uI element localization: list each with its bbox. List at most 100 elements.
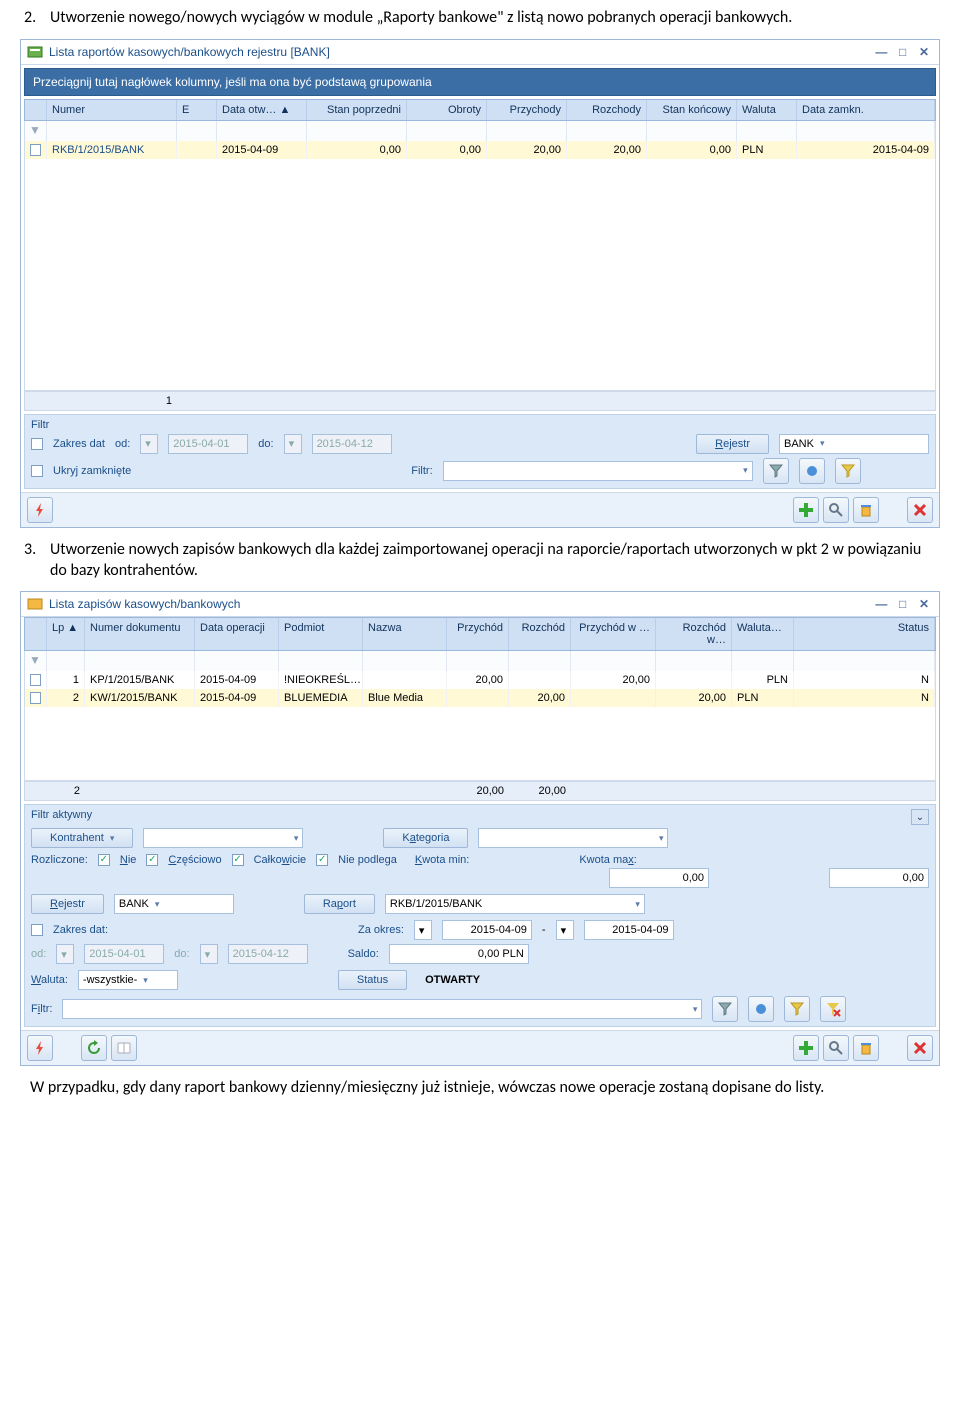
funnel-apply-icon[interactable]	[712, 996, 738, 1022]
app-icon	[27, 44, 43, 60]
trash-button[interactable]	[853, 497, 879, 523]
kontrahent-button[interactable]: Kontrahent▾	[31, 828, 133, 848]
okres-to[interactable]: 2015-04-09	[584, 920, 674, 940]
titlebar: Lista zapisów kasowych/bankowych — □ ✕	[21, 592, 939, 617]
app-icon	[27, 596, 43, 612]
col-obroty[interactable]: Obroty	[407, 100, 487, 120]
funnel-edit-icon[interactable]	[799, 458, 825, 484]
table-row[interactable]: 2 KW/1/2015/BANK 2015-04-09 BLUEMEDIA Bl…	[25, 689, 935, 707]
row-checkbox[interactable]	[30, 692, 41, 704]
search-button[interactable]	[823, 497, 849, 523]
funnel-clear-icon[interactable]	[835, 458, 861, 484]
date-to-input[interactable]: 2015-04-12	[312, 434, 392, 454]
rejestr-button[interactable]: Rejestr	[31, 894, 104, 914]
summary-row: 2 20,00 20,00	[24, 781, 936, 801]
collapse-icon[interactable]: ⌄	[911, 809, 929, 825]
rejestr-select[interactable]: BANK▾	[114, 894, 234, 914]
doc-footer: W przypadku, gdy dany raport bankowy dzi…	[30, 1078, 930, 1099]
row-checkbox[interactable]	[30, 144, 41, 156]
grid-header: Numer E Data otw… ▲ Stan poprzedni Obrot…	[24, 99, 936, 121]
funnel-clear-icon[interactable]	[784, 996, 810, 1022]
window-title: Lista zapisów kasowych/bankowych	[49, 597, 872, 611]
titlebar: Lista raportów kasowych/bankowych rejest…	[21, 40, 939, 65]
maximize-button[interactable]: □	[894, 45, 912, 59]
calkowicie-checkbox[interactable]	[232, 854, 244, 866]
filter-title: Filtr aktywny	[31, 809, 92, 825]
ukryj-label: Ukryj zamknięte	[53, 465, 131, 477]
close-x-button[interactable]	[907, 497, 933, 523]
ukryj-checkbox[interactable]	[31, 465, 43, 477]
group-by-hint[interactable]: Przeciągnij tutaj nagłówek kolumny, jeśl…	[24, 68, 936, 96]
zakres-dat-checkbox[interactable]	[31, 438, 43, 450]
filter-title: Filtr	[31, 419, 929, 434]
table-row[interactable]: RKB/1/2015/BANK 2015-04-09 0,00 0,00 20,…	[25, 141, 935, 159]
table-row[interactable]: 1 KP/1/2015/BANK 2015-04-09 !NIEOKREŚL… …	[25, 671, 935, 689]
kontrahent-input[interactable]: ▾	[143, 828, 303, 848]
status-value: OTWARTY	[417, 974, 480, 986]
grid-header: Lp ▲ Numer dokumentu Data operacji Podmi…	[24, 617, 936, 651]
funnel-apply-icon[interactable]	[763, 458, 789, 484]
funnel-icon[interactable]: ▼	[25, 121, 47, 141]
close-x-button[interactable]	[907, 1035, 933, 1061]
col-stan-konc[interactable]: Stan końcowy	[647, 100, 737, 120]
kwota-min-input[interactable]: 0,00	[609, 868, 709, 888]
date-from-picker[interactable]: ▾	[140, 434, 158, 454]
doc-item-3: 3.Utworzenie nowych zapisów bankowych dl…	[50, 540, 930, 582]
window-title: Lista raportów kasowych/bankowych rejest…	[49, 45, 872, 59]
doc-item-2: 2.Utworzenie nowego/nowych wyciągów w mo…	[50, 8, 930, 29]
rejestr-button[interactable]: Rejestr	[696, 434, 769, 454]
search-button[interactable]	[823, 1035, 849, 1061]
filter-combo[interactable]: ▾	[443, 461, 753, 481]
col-e[interactable]: E	[177, 100, 217, 120]
saldo-field: 0,00 PLN	[389, 944, 529, 964]
thunder-icon[interactable]	[27, 1035, 53, 1061]
bottom-toolbar	[21, 492, 939, 527]
col-stan-poprz[interactable]: Stan poprzedni	[307, 100, 407, 120]
summary-row: 1	[24, 391, 936, 411]
col-data-zamkn[interactable]: Data zamkn.	[797, 100, 935, 120]
raport-button[interactable]: Raport	[304, 894, 375, 914]
add-button[interactable]	[793, 1035, 819, 1061]
filter-panel: Filtr Zakres dat od: ▾ 2015-04-01 do: ▾ …	[24, 414, 936, 489]
col-waluta[interactable]: Waluta	[737, 100, 797, 120]
book-icon[interactable]	[111, 1035, 137, 1061]
doc-item2-text: Utworzenie nowego/nowych wyciągów w modu…	[50, 8, 792, 27]
col-numer[interactable]: Numer	[47, 100, 177, 120]
maximize-button[interactable]: □	[894, 597, 912, 611]
niepodlega-checkbox[interactable]	[316, 854, 328, 866]
window-reports-list: Lista raportów kasowych/bankowych rejest…	[20, 39, 940, 528]
minimize-button[interactable]: —	[872, 45, 890, 59]
close-button[interactable]: ✕	[915, 45, 933, 59]
filter-combo[interactable]: ▾	[62, 999, 702, 1019]
raport-select[interactable]: RKB/1/2015/BANK▾	[385, 894, 645, 914]
col-rozchody[interactable]: Rozchody	[567, 100, 647, 120]
date-to-picker[interactable]: ▾	[284, 434, 302, 454]
date-from-input[interactable]: 2015-04-01	[168, 434, 248, 454]
kategoria-input[interactable]: ▾	[478, 828, 668, 848]
waluta-select[interactable]: -wszystkie-▾	[78, 970, 178, 990]
grid-data: 1 KP/1/2015/BANK 2015-04-09 !NIEOKREŚL… …	[24, 671, 936, 781]
status-button[interactable]: Status	[338, 970, 407, 990]
bottom-toolbar	[21, 1030, 939, 1065]
close-button[interactable]: ✕	[915, 597, 933, 611]
row-checkbox[interactable]	[30, 674, 41, 686]
add-button[interactable]	[793, 497, 819, 523]
okres-from[interactable]: 2015-04-09	[442, 920, 532, 940]
funnel-x-icon[interactable]	[820, 996, 846, 1022]
minimize-button[interactable]: —	[872, 597, 890, 611]
funnel-edit-icon[interactable]	[748, 996, 774, 1022]
kategoria-button[interactable]: Kategoria	[383, 828, 468, 848]
nie-checkbox[interactable]	[98, 854, 110, 866]
refresh-icon[interactable]	[81, 1035, 107, 1061]
grid-filter-row: ▼	[24, 121, 936, 141]
filter-panel: Filtr aktywny ⌄ Kontrahent▾ ▾ Kategoria …	[24, 804, 936, 1027]
czesciowo-checkbox[interactable]	[146, 854, 158, 866]
thunder-icon[interactable]	[27, 497, 53, 523]
col-data-otw[interactable]: Data otw… ▲	[217, 100, 307, 120]
kwota-max-input[interactable]: 0,00	[829, 868, 929, 888]
funnel-icon[interactable]: ▼	[25, 651, 47, 671]
rejestr-select[interactable]: BANK▾	[779, 434, 929, 454]
trash-button[interactable]	[853, 1035, 879, 1061]
col-przychody[interactable]: Przychody	[487, 100, 567, 120]
zakres-dat-checkbox[interactable]	[31, 924, 43, 936]
